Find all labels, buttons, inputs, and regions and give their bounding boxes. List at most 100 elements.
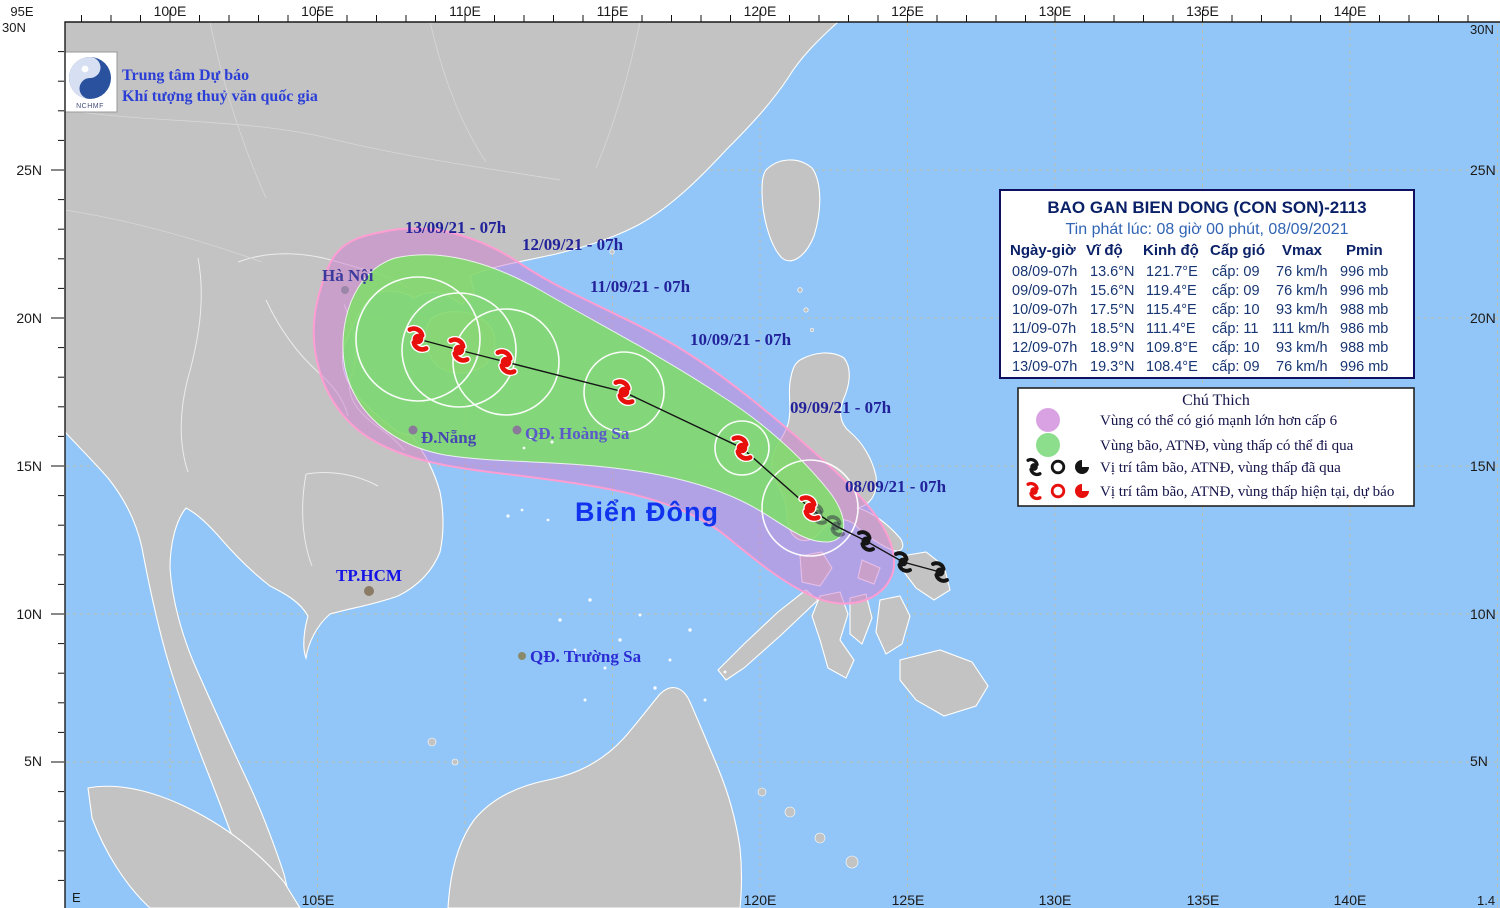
right-axis-20n: 20N (1470, 310, 1496, 326)
legend-label-current: Vị trí tâm bão, ATNĐ, vùng thấp hiện tại… (1100, 484, 1394, 500)
info-box-frame (999, 189, 1415, 379)
small-islands (427, 249, 859, 869)
right-axis-15n: 15N (1470, 458, 1496, 474)
top-axis-125e: 125E (891, 3, 924, 19)
fragment-bottom-right: 1.4 (1477, 893, 1495, 908)
table-row: 11/09-07h 18.5°N 111.4°E cấp: 11 111 km/h 986… (1012, 321, 1388, 337)
top-axis-105e: 105E (301, 3, 334, 19)
axis-ticks (51, 10, 1469, 881)
legend-frame (1017, 387, 1415, 507)
table-header: Ngày-giờ Vĩ độ Kinh độ Cấp gió Vmax Pmin (1010, 242, 1383, 259)
fragment-top-left-30n: 30N (2, 20, 26, 35)
legend-icon-past-depression (1050, 459, 1066, 475)
col-vmax: Vmax (1282, 242, 1323, 259)
island-dot-hoangsa (512, 425, 522, 435)
city-label-hanoi: Hà Nội (322, 266, 374, 285)
issue-time: Tin phát lúc: 08 giờ 00 phút, 08/09/2021 (1066, 221, 1349, 238)
table-row: 08/09-07h 13.6°N 121.7°E cấp: 09 76 km/h 996 … (1012, 264, 1388, 280)
bottom-axis-135e: 135E (1187, 892, 1220, 908)
table-row: 12/09-07h 18.9°N 109.8°E cấp: 10 93 km/h 988 … (1012, 340, 1388, 356)
table-row: 09/09-07h 15.6°N 119.4°E cấp: 09 76 km/h 996 … (1012, 283, 1388, 299)
nchmf-logo-icon (69, 57, 111, 99)
left-axis-25n: 25N (16, 162, 42, 178)
island-sumatra (87, 785, 301, 908)
island-borneo (447, 687, 743, 908)
col-lat: Vĩ độ (1086, 242, 1123, 259)
info-box: BAO GAN BIEN DONG (CON SON)-2113 Tin phá… (999, 189, 1415, 379)
date-label-10: 10/09/21 - 07h (690, 330, 792, 349)
city-dot-hanoi (341, 286, 349, 294)
city-dot-hcm (364, 586, 374, 596)
top-axis-100e: 100E (154, 3, 187, 19)
fragment-bottom-left-e: E (72, 890, 81, 905)
island-taiwan (761, 159, 821, 262)
bottom-axis-130e: 130E (1039, 892, 1072, 908)
city-label-hcm: TP.HCM (336, 566, 402, 585)
logo-caption: NCHMF (76, 103, 104, 110)
bottom-axis-105e: 105E (302, 892, 335, 908)
col-lon: Kinh độ (1143, 242, 1199, 259)
legend-label-wind-area: Vùng có thể có gió mạnh lớn hơn cấp 6 (1100, 413, 1338, 429)
top-axis-130e: 130E (1039, 3, 1072, 19)
date-label-11: 11/09/21 - 07h (590, 277, 691, 296)
top-axis-115e: 115E (597, 3, 629, 19)
island-label-hoangsa: QĐ. Hoàng Sa (525, 424, 630, 443)
legend-label-past: Vị trí tâm bão, ATNĐ, vùng thấp đã qua (1100, 460, 1341, 476)
left-axis-10n: 10N (16, 606, 42, 622)
map-frame (64, 21, 1500, 908)
legend-box: Chú Thich Vùng có thể có gió mạnh lớn hơ… (1017, 387, 1415, 507)
date-label-09: 09/09/21 - 07h (790, 398, 892, 417)
landmasses (64, 21, 989, 908)
right-axis-25n: 25N (1470, 162, 1496, 178)
bottom-axis-120e: 120E (744, 892, 777, 908)
agency-branding: NCHMF Trung tâm Dự báo Khí tượng thuỷ vă… (62, 51, 318, 113)
date-label-12: 12/09/21 - 07h (522, 235, 624, 254)
top-axis-110e: 110E (449, 3, 481, 19)
agency-name-line2: Khí tượng thuỷ văn quốc gia (122, 88, 318, 105)
island-dot-truongsa (518, 652, 526, 660)
legend-title: Chú Thich (1182, 392, 1250, 409)
bottom-axis-125e: 125E (892, 892, 925, 908)
date-label-13: 13/09/21 - 07h (405, 218, 507, 237)
legend-swatch-path-area (1036, 433, 1060, 457)
mainland-asia (64, 21, 840, 908)
top-margin (0, 0, 1500, 22)
table-row: 10/09-07h 17.5°N 115.4°E cấp: 10 93 km/h 988 … (1012, 302, 1388, 318)
date-label-08: 08/09/21 - 07h (845, 477, 947, 496)
spratly-islands-specks (558, 598, 727, 702)
top-axis-120e: 120E (744, 3, 777, 19)
col-time: Ngày-giờ (1010, 242, 1076, 259)
top-axis-135e: 135E (1186, 3, 1219, 19)
storm-title: BAO GAN BIEN DONG (CON SON)-2113 (1047, 198, 1366, 217)
legend-swatch-wind-area (1036, 408, 1060, 432)
col-pmin: Pmin (1346, 242, 1383, 259)
forecast-uncertainty-circles (355, 276, 859, 557)
danger-area-storm-path (342, 254, 845, 543)
fragment-top-right-30n: 30N (1470, 22, 1494, 37)
legend-icon-past-storm (1026, 457, 1042, 477)
forecast-track-line (417, 338, 811, 509)
province-lines (64, 21, 641, 263)
sea-label: Biển Đông (575, 497, 719, 527)
legend-label-path-area: Vùng bão, ATNĐ, vùng thấp có thể đi qua (1100, 438, 1354, 454)
table-row: 13/09-07h 19.3°N 108.4°E cấp: 09 76 km/h 996 … (1012, 359, 1388, 375)
map-axis-labels: 25N 20N 15N 10N 5N 105E 120E 125E 130E 1… (72, 22, 1496, 908)
top-axis-140e: 140E (1334, 3, 1367, 19)
place-labels: Hà Nội Đ.Nẵng QĐ. Hoàng Sa TP.HCM QĐ. Tr… (322, 266, 719, 666)
city-label-danang: Đ.Nẵng (421, 428, 477, 447)
left-axis-20n: 20N (16, 310, 42, 326)
fragment-top-left-95e: 95E (10, 4, 33, 19)
right-axis-10n: 10N (1470, 606, 1496, 622)
legend-icon-current-depression (1050, 483, 1066, 499)
legend-icon-current-storm (1026, 481, 1042, 501)
left-axis-5n: 5N (24, 753, 42, 769)
col-wind: Cấp gió (1210, 242, 1265, 259)
bottom-axis-140e: 140E (1334, 892, 1367, 908)
city-dot-danang (408, 425, 418, 435)
agency-name-line1: Trung tâm Dự báo (122, 67, 249, 84)
right-axis-5n: 5N (1470, 753, 1488, 769)
left-axis-15n: 15N (16, 458, 42, 474)
